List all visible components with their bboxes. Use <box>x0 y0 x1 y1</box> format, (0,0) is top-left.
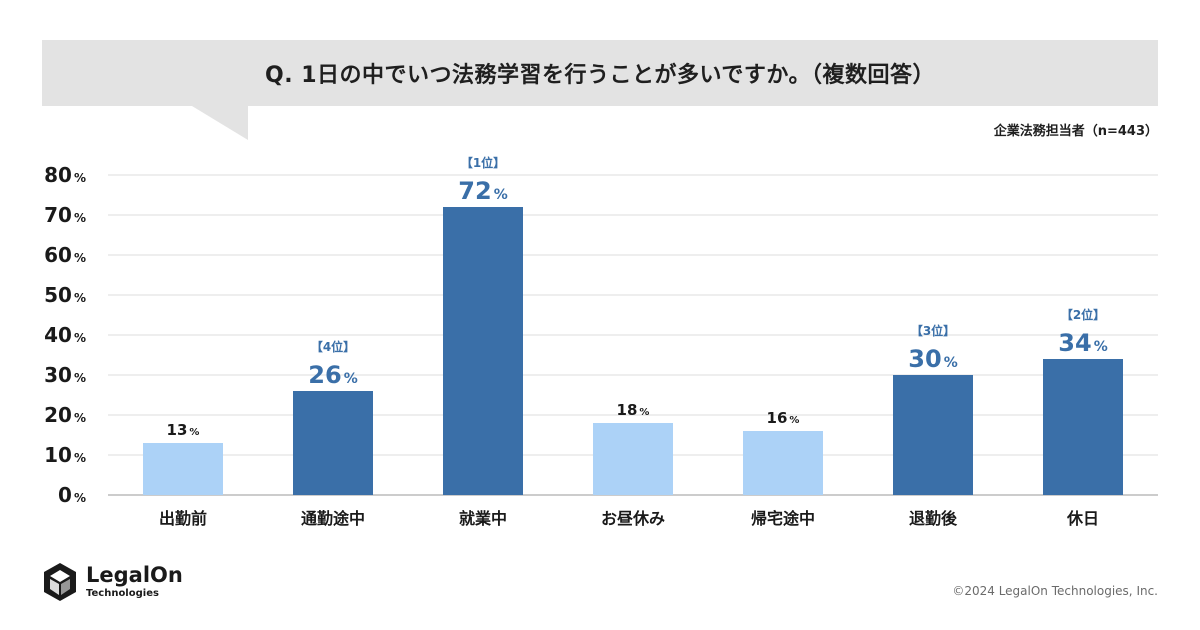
speech-bubble-tail <box>192 106 248 140</box>
bar-2 <box>293 391 373 495</box>
x-tick-label-5: 帰宅途中 <box>751 509 815 528</box>
copyright-notice: ©2024 LegalOn Technologies, Inc. <box>952 584 1158 598</box>
x-tick-label-6: 退勤後 <box>909 509 958 528</box>
bar-7 <box>1043 359 1123 495</box>
data-label-1: 13% <box>167 421 200 439</box>
logo-name: LegalOn <box>86 563 183 587</box>
y-tick-label-20: 20% <box>44 403 86 427</box>
y-tick-label-50: 50% <box>44 283 86 307</box>
x-tick-label-1: 出勤前 <box>159 509 207 528</box>
rank-label-6: 【3位】 <box>911 323 955 338</box>
y-tick-label-40: 40% <box>44 323 86 347</box>
bar-1 <box>143 443 223 495</box>
bar-5 <box>743 431 823 495</box>
data-label-3: 72% <box>458 177 507 205</box>
y-tick-label-0: 0% <box>58 483 86 507</box>
y-tick-label-30: 30% <box>44 363 86 387</box>
x-tick-label-4: お昼休み <box>601 509 665 528</box>
x-tick-label-7: 休日 <box>1066 509 1099 528</box>
logo-subtitle: Technologies <box>86 588 159 599</box>
x-tick-label-2: 通勤途中 <box>301 509 365 528</box>
bar-3 <box>443 207 523 495</box>
data-label-2: 26% <box>308 361 357 389</box>
sample-size-note: 企業法務担当者（n=443） <box>993 124 1158 139</box>
x-tick-label-3: 就業中 <box>459 509 507 528</box>
data-label-5: 16% <box>767 409 800 427</box>
y-tick-label-60: 60% <box>44 243 86 267</box>
legalon-hexagon-icon <box>44 563 76 601</box>
rank-label-7: 【2位】 <box>1061 307 1105 322</box>
chart-title: Q. 1日の中でいつ法務学習を行うことが多いですか。（複数回答） <box>265 63 935 88</box>
data-label-6: 30% <box>908 345 957 373</box>
bar-6 <box>893 375 973 495</box>
rank-label-3: 【1位】 <box>461 155 505 170</box>
y-tick-label-80: 80% <box>44 163 86 187</box>
y-tick-label-10: 10% <box>44 443 86 467</box>
y-tick-label-70: 70% <box>44 203 86 227</box>
rank-label-2: 【4位】 <box>311 339 355 354</box>
question-banner: Q. 1日の中でいつ法務学習を行うことが多いですか。（複数回答） <box>42 40 1158 140</box>
data-label-7: 34% <box>1058 329 1107 357</box>
legalon-logo: LegalOn Technologies <box>42 562 183 602</box>
bar-4 <box>593 423 673 495</box>
data-label-4: 18% <box>617 401 650 419</box>
